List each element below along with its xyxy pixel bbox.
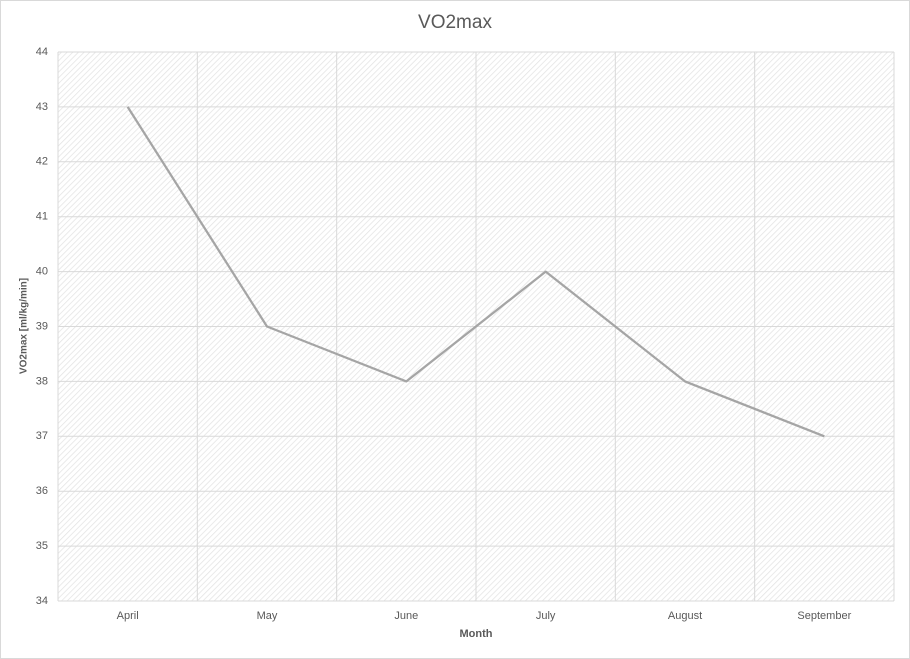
x-axis-title: Month [460, 628, 493, 640]
x-tick-label: June [394, 610, 418, 622]
y-tick-label: 36 [36, 485, 48, 497]
chart-title: VO2max [418, 12, 492, 33]
x-tick-label: April [117, 610, 139, 622]
y-tick-label: 40 [36, 266, 48, 278]
y-tick-label: 41 [36, 211, 48, 223]
x-tick-label: May [257, 610, 278, 622]
y-axis-title: VO2max [ml/kg/min] [19, 278, 30, 374]
data-line [126, 106, 825, 438]
x-tick-label: September [797, 610, 851, 622]
y-tick-label: 43 [36, 101, 48, 113]
x-tick-label: July [536, 610, 556, 622]
x-tick-label: August [668, 610, 702, 622]
y-tick-label: 34 [36, 595, 48, 607]
y-tick-label: 37 [36, 430, 48, 442]
y-tick-label: 35 [36, 540, 48, 552]
y-tick-label: 44 [36, 46, 48, 58]
y-tick-label: 42 [36, 156, 48, 168]
y-tick-label: 39 [36, 320, 48, 332]
y-tick-label: 38 [36, 375, 48, 387]
